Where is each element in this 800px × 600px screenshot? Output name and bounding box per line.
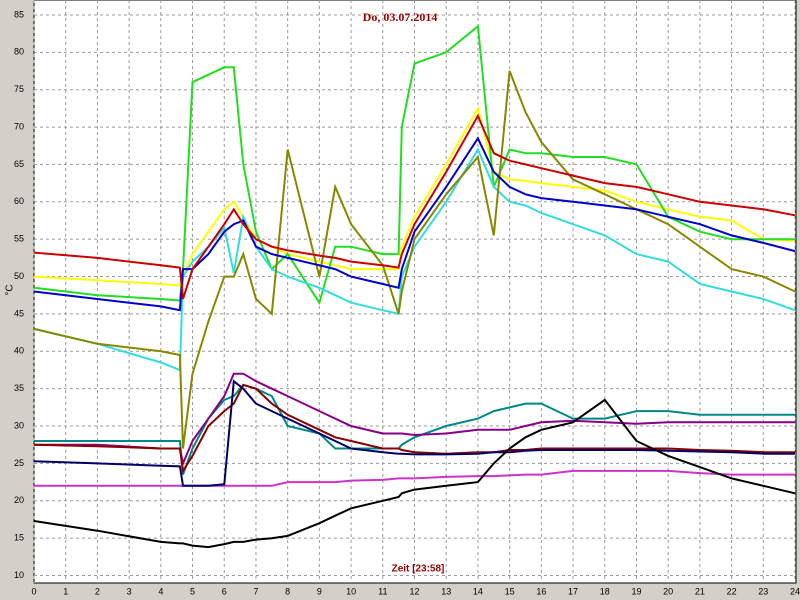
series-line (33, 113, 796, 300)
x-tick-label: 0 (31, 586, 36, 596)
y-tick-label: 10 (14, 570, 24, 580)
y-tick-label: 80 (14, 47, 24, 57)
x-tick-label: 22 (727, 586, 737, 596)
y-tick-label: 85 (14, 9, 24, 19)
x-tick-label: 18 (600, 586, 610, 596)
x-tick-label: 4 (158, 586, 163, 596)
plot-area (33, 0, 797, 584)
x-axis-label: Zeit [23:58] (392, 564, 445, 575)
series-line (33, 383, 795, 474)
y-tick-label: 40 (14, 346, 24, 356)
x-tick-label: 15 (505, 586, 515, 596)
x-tick-label: 2 (95, 586, 100, 596)
y-tick-label: 15 (14, 533, 24, 543)
y-tick-label: 35 (14, 383, 24, 393)
chart-title: Do, 03.07.2014 (363, 10, 438, 24)
x-tick-label: 23 (758, 586, 768, 596)
x-tick-label: 24 (790, 586, 800, 596)
x-tick-label: 3 (127, 586, 132, 596)
x-tick-label: 14 (473, 586, 483, 596)
series-line (34, 372, 795, 467)
series-line (33, 379, 795, 487)
y-axis-label: °C (5, 284, 16, 295)
y-tick-label: 55 (14, 234, 24, 244)
x-tick-label: 16 (536, 586, 546, 596)
x-tick-label: 8 (285, 586, 290, 596)
grid (33, 0, 796, 583)
lines (33, 24, 796, 549)
x-tick-label: 19 (631, 586, 641, 596)
y-tick-label: 70 (14, 121, 24, 131)
y-tick-label: 60 (14, 196, 24, 206)
y-tick-label: 65 (14, 159, 24, 169)
x-tick-label: 13 (441, 586, 451, 596)
series-line (33, 70, 796, 449)
y-tick-label: 30 (14, 420, 24, 430)
series-line (33, 136, 796, 312)
x-tick-label: 12 (409, 586, 419, 596)
x-tick-label: 6 (222, 586, 227, 596)
series-line (33, 147, 796, 372)
x-tick-label: 21 (695, 586, 705, 596)
y-tick-label: 50 (14, 271, 24, 281)
x-tick-label: 17 (568, 586, 578, 596)
series-line (33, 398, 796, 549)
x-tick-label: 1 (63, 586, 68, 596)
y-tick-label: 20 (14, 495, 24, 505)
x-tick-label: 11 (378, 586, 387, 596)
x-tick-label: 10 (346, 586, 356, 596)
x-tick-label: 5 (190, 586, 195, 596)
y-tick-label: 75 (14, 84, 24, 94)
x-tick-label: 20 (663, 586, 673, 596)
x-tick-label: 7 (253, 586, 258, 596)
series-line (33, 105, 796, 287)
y-tick-label: 45 (14, 308, 24, 318)
series-line (33, 24, 795, 306)
y-tick-label: 25 (14, 458, 24, 468)
x-tick-label: 9 (317, 586, 322, 596)
